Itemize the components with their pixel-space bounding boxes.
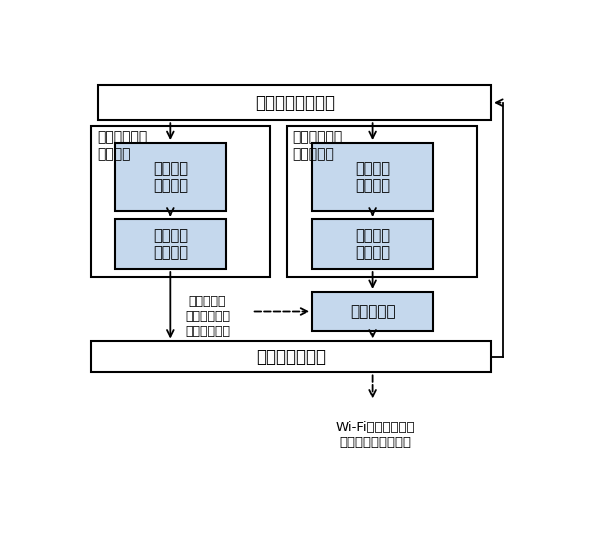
Text: 無線ドライバー: 無線ドライバー <box>256 348 326 366</box>
Text: 無線情報収集機能: 無線情報収集機能 <box>255 93 335 112</box>
Text: 送信キュー: 送信キュー <box>350 304 395 319</box>
FancyBboxPatch shape <box>287 127 477 278</box>
Text: 適応的データ
フロー制御: 適応的データ フロー制御 <box>293 130 343 161</box>
Text: チャネル
切替機能: チャネル 切替機能 <box>153 228 188 260</box>
FancyBboxPatch shape <box>91 342 491 373</box>
Text: 通信適性
評価機能: 通信適性 評価機能 <box>153 161 188 193</box>
FancyBboxPatch shape <box>98 85 491 120</box>
FancyBboxPatch shape <box>312 220 433 269</box>
FancyBboxPatch shape <box>91 127 271 278</box>
Text: 可用帯域
推定機能: 可用帯域 推定機能 <box>355 161 390 193</box>
FancyBboxPatch shape <box>115 220 226 269</box>
Text: Wi-Fiネットワーク
経由でデータを送信: Wi-Fiネットワーク 経由でデータを送信 <box>335 420 415 448</box>
Text: 有線ネット
ワーク経由で
データを受信: 有線ネット ワーク経由で データを受信 <box>185 295 230 338</box>
FancyBboxPatch shape <box>312 292 433 331</box>
Text: 動的チャネル
切替制御: 動的チャネル 切替制御 <box>97 130 148 161</box>
FancyBboxPatch shape <box>115 143 226 211</box>
FancyBboxPatch shape <box>312 143 433 211</box>
Text: 送信速度
制御機能: 送信速度 制御機能 <box>355 228 390 260</box>
